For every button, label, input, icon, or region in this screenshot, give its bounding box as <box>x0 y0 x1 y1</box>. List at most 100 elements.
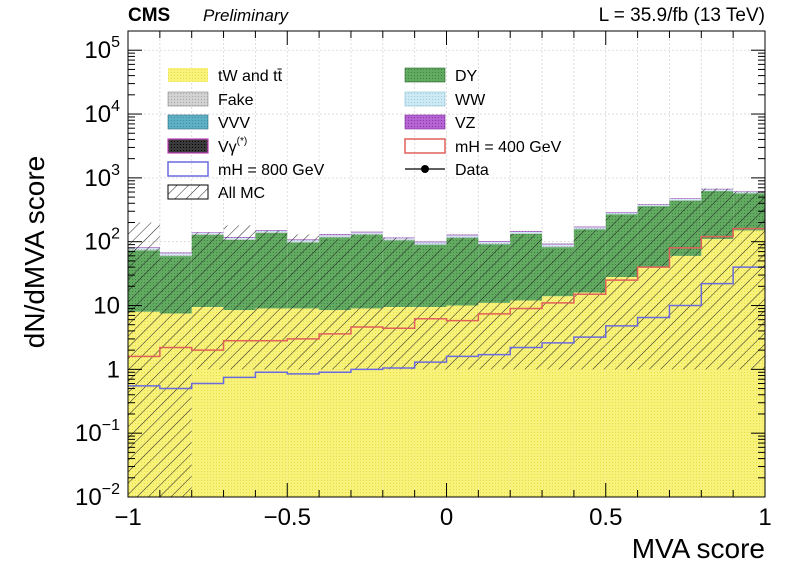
stack-bar-fake <box>637 205 670 207</box>
legend-swatch-tw-ttbar <box>168 68 208 82</box>
all-mc-band-bin <box>605 215 638 370</box>
cms-label: CMS <box>128 5 170 26</box>
legend-label-fake: Fake <box>218 92 254 109</box>
stack-bar-fake <box>446 236 479 238</box>
y-tick-label: 102 <box>84 226 120 256</box>
stack-bar-fake <box>350 233 383 235</box>
legend-swatch-mh800 <box>167 161 209 177</box>
stack-bar-vz <box>478 241 511 242</box>
stack-bar-ww <box>159 253 192 255</box>
y-tick-label: 1 <box>107 356 120 383</box>
legend-entry-mh800: mH = 800 GeV <box>167 161 325 179</box>
signal-lines <box>128 227 765 390</box>
legend-entry-fake: Fake <box>167 91 254 109</box>
legend-label-data: Data <box>455 162 489 179</box>
legend-swatch-vz <box>404 114 446 130</box>
legend-label-tw-ttbar: tW and tt̄ <box>218 68 283 85</box>
legend-entry-vz: VZ <box>404 114 476 132</box>
legend-label-ww: WW <box>455 92 486 109</box>
signal-line-mh800 <box>128 266 765 390</box>
stack-bar-vz <box>510 231 543 232</box>
legend-swatch-fake <box>167 91 209 107</box>
all-mc-band-bin <box>637 206 670 370</box>
legend-entry-allmc: All MC <box>167 184 265 202</box>
stack-bar-vz <box>733 191 765 192</box>
legend-entry-dy: DY <box>404 67 478 85</box>
axis-tick-labels: −1 −0.5 0 0.5 1 10−2 10−1 1 10 102 103 104 105 <box>75 34 772 531</box>
stack-bar-vz <box>573 226 606 228</box>
legend-label-vvv: VVV <box>218 115 250 132</box>
stack-bar-vz <box>605 212 638 213</box>
legend: tW and tt̄ Fake VVV Vγ(*) mH = 800 GeV A… <box>167 67 562 202</box>
stack-bar-ww <box>542 244 574 246</box>
all-mc-band-bin <box>701 188 734 370</box>
stack-bar-ww <box>510 231 543 233</box>
stack-bar-ww <box>414 242 447 244</box>
stack-bar-ww <box>350 232 383 234</box>
all-mc-band-bin <box>128 222 160 497</box>
stack-bar-vz <box>319 234 351 236</box>
stack-bar-ww <box>319 235 351 237</box>
all-mc-band-bin <box>478 244 511 370</box>
signal-line-mh400 <box>128 227 765 358</box>
axis-ticks <box>127 30 766 498</box>
luminosity-label: L = 35.9/fb (13 TeV) <box>599 5 765 26</box>
all-mc-band-bin <box>319 239 351 370</box>
all-mc-band-bin <box>510 234 543 370</box>
x-tick-label: 0.5 <box>589 504 622 531</box>
y-tick-label: 103 <box>84 162 120 192</box>
stack-bar-ww <box>573 227 606 229</box>
legend-label-dy: DY <box>455 68 478 85</box>
stack-bar-vz <box>414 241 447 243</box>
all-mc-band-bin <box>669 201 702 370</box>
stack-bar-vz <box>669 198 702 199</box>
all-mc-band-bin <box>446 237 479 370</box>
legend-label-mh800: mH = 800 GeV <box>218 162 325 179</box>
all-mc-band-bin <box>255 230 288 370</box>
stack-bar-vz <box>159 252 192 254</box>
x-axis-title: MVA score <box>632 533 765 564</box>
y-tick-label: 10 <box>93 293 120 320</box>
stack-bar-ww <box>605 212 638 214</box>
legend-swatch-ww <box>404 91 446 107</box>
stack-bar-fake <box>478 243 511 245</box>
legend-swatch-vvv <box>167 114 209 130</box>
x-tick-label: 0 <box>440 504 453 531</box>
legend-label-mh400: mH = 400 GeV <box>455 139 562 156</box>
all-mc-band-bin <box>382 237 415 370</box>
stack-bar-fake <box>542 245 574 247</box>
stack-bar-ww <box>669 198 702 200</box>
stack-bar-fake <box>605 213 638 215</box>
y-tick-label: 104 <box>84 98 120 128</box>
y-tick-label: 105 <box>84 34 120 64</box>
stack-bar-fake <box>414 243 447 245</box>
legend-entry-ww: WW <box>404 91 486 109</box>
all-mc-band-bin <box>542 249 574 370</box>
legend-entry-tw-ttbar: tW and tt̄ <box>168 68 283 85</box>
all-mc-band-bin <box>287 234 320 370</box>
stack-bar-vz <box>350 231 383 233</box>
y-axis-title: dN/dMVA score <box>19 156 50 348</box>
all-mc-band-bin <box>159 258 192 497</box>
y-tick-label: 10−2 <box>75 481 120 511</box>
stack-bar-fake <box>159 254 192 256</box>
stack-bar-fake <box>510 232 543 234</box>
stack-bar-vz <box>542 243 574 245</box>
legend-label-vgamma: Vγ(*) <box>218 136 247 156</box>
stack-bar-vz <box>446 234 479 236</box>
all-mc-band-bin <box>350 234 383 370</box>
all-mc-band-bin <box>191 232 224 370</box>
legend-entry-mh400: mH = 400 GeV <box>404 138 562 156</box>
y-tick-label: 10−1 <box>75 417 120 447</box>
x-tick-label: −0.5 <box>264 504 311 531</box>
legend-entry-vvv: VVV <box>167 114 250 132</box>
all-mc-band-bin <box>414 247 447 370</box>
stack-bar-ww <box>446 235 479 237</box>
stack-bar-fake <box>669 199 702 201</box>
all-mc-band-bin <box>573 229 606 370</box>
x-tick-label: 1 <box>758 504 771 531</box>
stack-bar-vz <box>637 204 670 205</box>
legend-label-vz: VZ <box>455 115 476 132</box>
legend-swatch-dy <box>404 67 446 83</box>
